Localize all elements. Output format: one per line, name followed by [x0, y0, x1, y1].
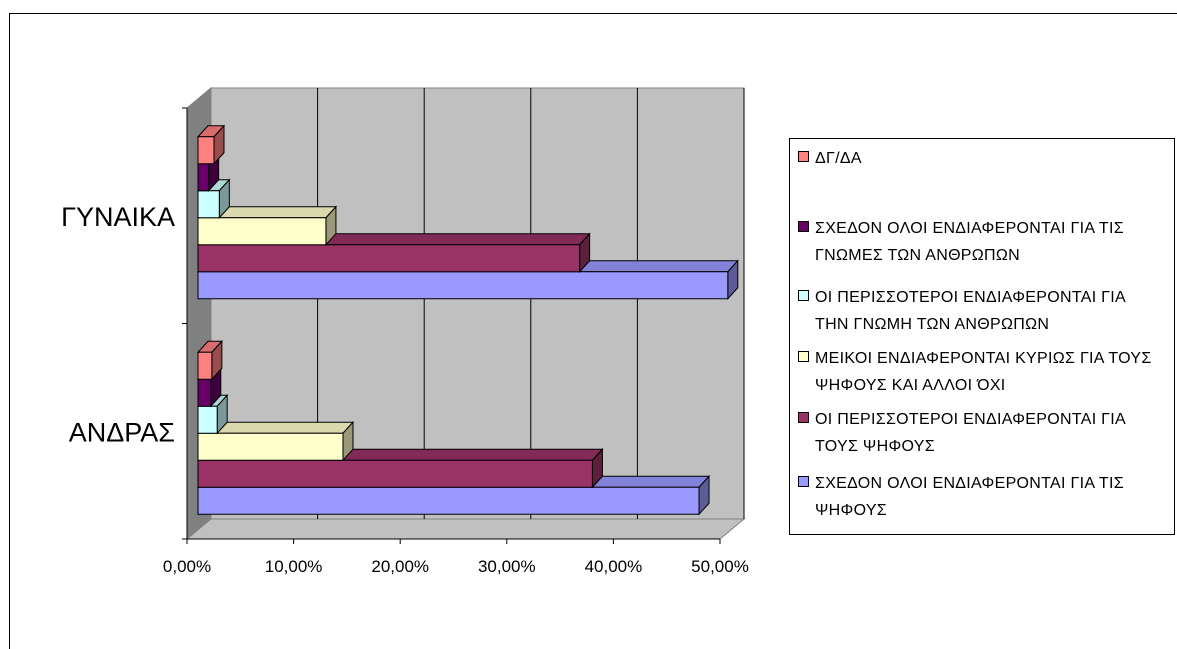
- legend-swatch: [798, 351, 809, 362]
- legend-label: ΟΙ ΠΕΡΙΣΣΟΤΕΡΟΙ ΕΝΔΙΑΦΕΡΟΝΤΑΙ ΓΙΑ ΤΟΥΣ Ψ…: [815, 411, 1126, 455]
- bar-front: [197, 244, 581, 273]
- x-tick-label: 30,00%: [478, 557, 536, 576]
- bar: [196, 205, 338, 247]
- x-tick-label: 40,00%: [585, 557, 643, 576]
- bar-front: [197, 405, 218, 434]
- legend-item: ΜΕΙΚΟΙ ΕΝΔΙΑΦΕΡΟΝΤΑΙ ΚΥΡΙΩΣ ΓΙΑ ΤΟΥΣ ΨΗΦ…: [798, 345, 1160, 399]
- category-label: ΓΥΝΑΙΚΑ: [61, 202, 175, 232]
- bar-front: [197, 378, 212, 407]
- legend-label: ΜΕΙΚΟΙ ΕΝΔΙΑΦΕΡΟΝΤΑΙ ΚΥΡΙΩΣ ΓΙΑ ΤΟΥΣ ΨΗΦ…: [815, 350, 1152, 394]
- bar-front: [197, 459, 593, 488]
- legend-item: ΟΙ ΠΕΡΙΣΣΟΤΕΡΟΙ ΕΝΔΙΑΦΕΡΟΝΤΑΙ ΓΙΑ ΤΟΥΣ Ψ…: [798, 406, 1160, 460]
- legend: ΔΓ/ΔΑ ΣΧΕΔΟΝ ΟΛΟΙ ΕΝΔΙΑΦΕΡΟΝΤΑΙ ΓΙΑ ΤΙΣ Γ…: [789, 138, 1175, 535]
- x-tick-label: 0,00%: [163, 557, 211, 576]
- bar: [196, 420, 355, 462]
- bar-front: [197, 217, 327, 246]
- x-tick-label: 20,00%: [371, 557, 429, 576]
- bar-front: [197, 486, 700, 515]
- legend-item: ΣΧΕΔΟΝ ΟΛΟΙ ΕΝΔΙΑΦΕΡΟΝΤΑΙ ΓΙΑ ΤΙΣ ΨΗΦΟΥΣ: [798, 470, 1160, 524]
- bar-front: [197, 432, 344, 461]
- bar: [196, 232, 591, 274]
- category-label: ΑΝΔΡΑΣ: [69, 417, 175, 447]
- x-tick-label: 10,00%: [265, 557, 323, 576]
- legend-swatch: [798, 221, 809, 232]
- legend-label: ΟΙ ΠΕΡΙΣΣΟΤΕΡΟΙ ΕΝΔΙΑΦΕΡΟΝΤΑΙ ΓΙΑ ΤΗΝ ΓΝ…: [815, 289, 1126, 333]
- bar-front: [197, 351, 213, 380]
- chart-frame: [9, 13, 1177, 649]
- axes: [182, 107, 721, 544]
- bar: [196, 339, 223, 381]
- x-tick-label: 50,00%: [691, 557, 749, 576]
- bar-front: [197, 163, 210, 192]
- legend-swatch: [798, 412, 809, 423]
- bar-front: [197, 136, 215, 165]
- legend-label: ΣΧΕΔΟΝ ΟΛΟΙ ΕΝΔΙΑΦΕΡΟΝΤΑΙ ΓΙΑ ΤΙΣ ΓΝΩΜΕΣ…: [815, 220, 1124, 264]
- legend-swatch: [798, 290, 809, 301]
- bar-front: [197, 271, 729, 300]
- legend-item: ΔΓ/ΔΑ: [798, 145, 1160, 172]
- gridlines: [317, 88, 745, 519]
- bars: [196, 124, 739, 516]
- legend-item: ΣΧΕΔΟΝ ΟΛΟΙ ΕΝΔΙΑΦΕΡΟΝΤΑΙ ΓΙΑ ΤΙΣ ΓΝΩΜΕΣ…: [798, 215, 1160, 269]
- bar: [196, 124, 226, 166]
- category-labels: ΑΝΔΡΑΣ ΓΥΝΑΙΚΑ: [61, 202, 175, 448]
- legend-swatch: [798, 151, 809, 162]
- x-tick-labels: 0,00% 10,00% 20,00% 30,00% 40,00% 50,00%: [163, 557, 749, 576]
- legend-label: ΔΓ/ΔΑ: [815, 150, 862, 167]
- legend-label: ΣΧΕΔΟΝ ΟΛΟΙ ΕΝΔΙΑΦΕΡΟΝΤΑΙ ΓΙΑ ΤΙΣ ΨΗΦΟΥΣ: [815, 475, 1124, 519]
- floor: [185, 518, 746, 540]
- legend-item: ΟΙ ΠΕΡΙΣΣΟΤΕΡΟΙ ΕΝΔΙΑΦΕΡΟΝΤΑΙ ΓΙΑ ΤΗΝ ΓΝ…: [798, 284, 1160, 338]
- legend-swatch: [798, 476, 809, 487]
- bar-front: [197, 190, 220, 219]
